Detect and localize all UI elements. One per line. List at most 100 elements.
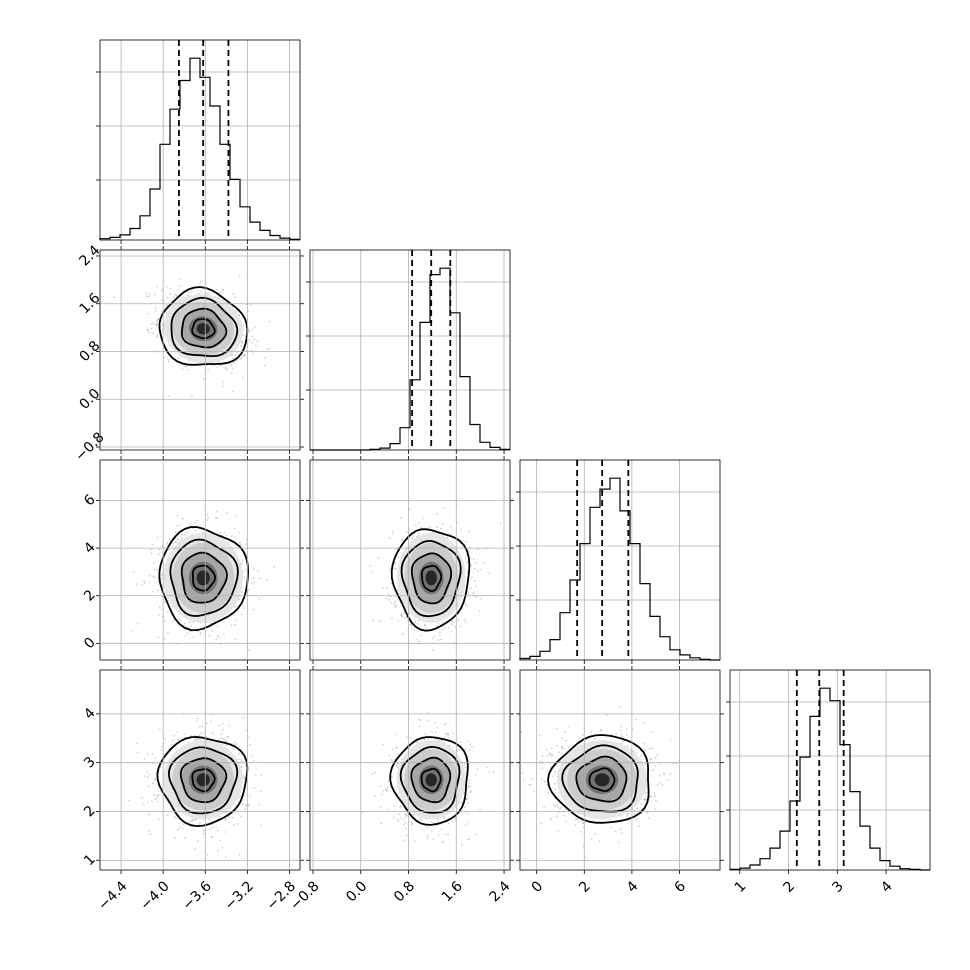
scatter-point xyxy=(492,771,495,773)
scatter-point xyxy=(435,513,438,515)
scatter-point xyxy=(225,744,228,747)
scatter-point xyxy=(174,816,177,819)
scatter-point xyxy=(154,310,157,312)
scatter-point xyxy=(464,766,467,769)
scatter-point xyxy=(662,773,665,776)
scatter-point xyxy=(658,782,661,785)
scatter-point xyxy=(240,358,242,360)
scatter-point xyxy=(402,823,405,826)
scatter-point xyxy=(223,531,226,534)
scatter-point xyxy=(388,754,391,757)
scatter-point xyxy=(424,733,427,736)
scatter-point xyxy=(464,824,467,827)
scatter-point xyxy=(183,622,186,625)
scatter-point xyxy=(222,289,224,291)
scatter-point xyxy=(245,538,248,541)
histogram-panel-3 xyxy=(726,669,931,874)
scatter-point xyxy=(163,601,166,604)
scatter-point xyxy=(150,552,153,555)
scatter-point xyxy=(468,838,471,841)
scatter-point xyxy=(142,803,145,806)
scatter-point xyxy=(179,296,182,299)
scatter-point xyxy=(231,367,234,370)
scatter-point xyxy=(390,602,393,605)
scatter-point xyxy=(410,628,413,630)
scatter-point xyxy=(466,561,469,564)
contour-level-2 xyxy=(167,746,239,815)
scatter-point xyxy=(439,634,441,637)
scatter-point xyxy=(194,734,197,737)
scatter-point xyxy=(242,716,245,719)
scatter-point xyxy=(158,606,161,608)
scatter-point xyxy=(440,527,442,530)
scatter-point xyxy=(546,755,549,757)
scatter-point xyxy=(386,787,389,789)
scatter-point xyxy=(242,328,245,331)
scatter-point xyxy=(161,573,164,576)
scatter-point xyxy=(394,567,397,570)
scatter-point xyxy=(247,805,250,807)
scatter-point xyxy=(200,291,203,294)
scatter-point xyxy=(483,562,486,565)
scatter-point xyxy=(251,341,254,344)
scatter-point xyxy=(550,819,553,822)
scatter-point xyxy=(184,635,187,637)
scatter-point xyxy=(391,776,393,779)
scatter-point xyxy=(410,821,413,823)
scatter-point xyxy=(441,621,444,624)
scatter-point xyxy=(223,633,225,636)
scatter-point xyxy=(238,274,241,277)
grid-cell-1-0 xyxy=(96,246,304,454)
scatter-point xyxy=(194,529,197,532)
scatter-point xyxy=(216,517,219,519)
scatter-point xyxy=(144,582,146,585)
scatter-point xyxy=(241,354,244,357)
scatter-point xyxy=(400,540,403,542)
scatter-point xyxy=(195,720,198,723)
scatter-point xyxy=(150,548,153,551)
scatter-point xyxy=(225,534,228,537)
scatter-point xyxy=(415,524,417,527)
scatter-point xyxy=(189,624,192,627)
contour-level-0 xyxy=(191,318,216,340)
scatter-point xyxy=(405,616,408,618)
scatter-point xyxy=(257,570,260,572)
scatter-point xyxy=(404,616,407,619)
scatter-point xyxy=(179,278,182,280)
scatter-point xyxy=(250,755,253,758)
scatter-point xyxy=(219,531,222,534)
scatter-point xyxy=(166,611,169,613)
scatter-point xyxy=(465,798,468,801)
scatter-point xyxy=(393,603,396,605)
scatter-point xyxy=(408,528,411,531)
scatter-point xyxy=(168,747,171,750)
scatter-point xyxy=(153,778,156,780)
scatter-point xyxy=(194,848,197,850)
scatter-point xyxy=(476,768,479,770)
scatter-point xyxy=(249,795,251,798)
scatter-point xyxy=(445,732,448,735)
scatter-point xyxy=(443,723,446,726)
scatter-point xyxy=(161,748,163,751)
scatter-point xyxy=(240,815,243,818)
scatter-point xyxy=(198,734,201,737)
scatter-point xyxy=(460,528,462,531)
scatter-point xyxy=(477,569,480,572)
scatter-point xyxy=(224,818,227,820)
scatter-point xyxy=(253,338,256,341)
scatter-point xyxy=(634,718,637,721)
scatter-point xyxy=(405,531,408,533)
scatter-point xyxy=(185,365,188,368)
histogram-panel-2 xyxy=(516,459,721,664)
scatter-point xyxy=(113,296,115,298)
scatter-point xyxy=(177,289,180,291)
scatter-point xyxy=(143,775,146,777)
scatter-point xyxy=(386,789,388,792)
scatter-point xyxy=(173,619,175,621)
scatter-point xyxy=(177,829,180,831)
scatter-point xyxy=(395,746,397,749)
scatter-point xyxy=(199,821,202,824)
scatter-point xyxy=(218,815,221,818)
scatter-point xyxy=(153,569,156,571)
scatter-point xyxy=(430,821,433,823)
